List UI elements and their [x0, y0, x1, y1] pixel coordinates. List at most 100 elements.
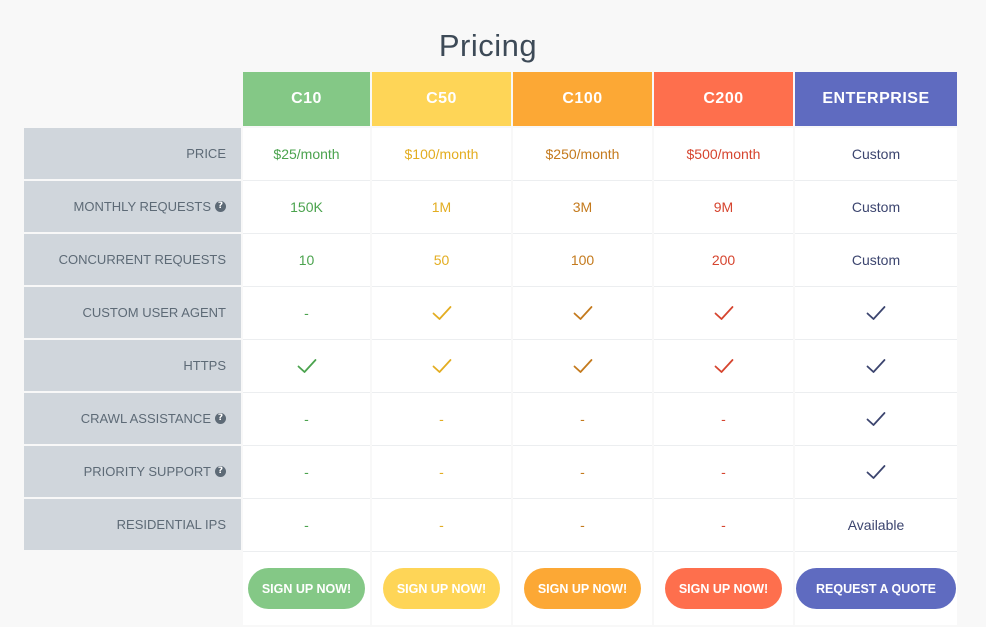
dash-text: -	[439, 464, 444, 480]
button-cell-c100: SIGN UP NOW!	[513, 552, 652, 625]
feature-value-c10: $25/month	[243, 128, 370, 181]
feature-label: CRAWL ASSISTANCE?	[24, 393, 241, 444]
pricing-table: C10 C50 C100 C200 ENTERPRISE PRICE $25/month $1…	[24, 72, 957, 625]
feature-value-c200: -	[654, 393, 793, 446]
feature-label: MONTHLY REQUESTS?	[24, 181, 241, 232]
feature-value-c50: $100/month	[372, 128, 511, 181]
button-cell-c10: SIGN UP NOW!	[243, 552, 370, 625]
check-icon	[432, 358, 452, 374]
dash-text: -	[721, 517, 726, 533]
feature-value-c100: 100	[513, 234, 652, 287]
value-text: $100/month	[404, 146, 479, 162]
check-icon	[866, 464, 886, 480]
plan-header-c200: C200	[654, 72, 793, 126]
check-icon	[866, 411, 886, 427]
value-text: 10	[298, 252, 315, 268]
button-cell-c50: SIGN UP NOW!	[372, 552, 511, 625]
feature-value-enterprise	[795, 393, 957, 446]
value-text: 150K	[290, 199, 323, 215]
plan-header-c50: C50	[372, 72, 511, 126]
button-cell-enterprise: REQUEST A QUOTE	[795, 552, 957, 625]
plan-header-c100: C100	[513, 72, 652, 126]
value-text: Custom	[851, 252, 901, 268]
check-icon	[297, 358, 317, 374]
check-icon	[573, 305, 593, 321]
feature-value-enterprise	[795, 446, 957, 499]
feature-label-text: HTTPS	[183, 358, 226, 373]
feature-label: CUSTOM USER AGENT	[24, 287, 241, 338]
value-text: 3M	[572, 199, 593, 215]
value-text: 200	[711, 252, 736, 268]
feature-value-c100	[513, 340, 652, 393]
feature-value-c100: -	[513, 393, 652, 446]
feature-value-enterprise: Custom	[795, 181, 957, 234]
feature-value-c200: -	[654, 499, 793, 552]
plan-header-c10: C10	[243, 72, 370, 126]
check-icon	[866, 305, 886, 321]
feature-value-c10	[243, 340, 370, 393]
value-text: 9M	[713, 199, 734, 215]
dash-text: -	[439, 517, 444, 533]
sign-up-button-c200[interactable]: SIGN UP NOW!	[664, 568, 783, 609]
feature-value-enterprise: Custom	[795, 128, 957, 181]
value-text: $25/month	[273, 146, 340, 162]
check-icon	[714, 358, 734, 374]
header-spacer	[24, 72, 241, 128]
feature-value-c200	[654, 287, 793, 340]
dash-text: -	[580, 464, 585, 480]
feature-label: CONCURRENT REQUESTS	[24, 234, 241, 285]
sign-up-button-c100[interactable]: SIGN UP NOW!	[523, 568, 642, 609]
check-icon	[866, 358, 886, 374]
feature-value-c50: 1M	[372, 181, 511, 234]
feature-value-c100: 3M	[513, 181, 652, 234]
feature-value-enterprise: Available	[795, 499, 957, 552]
feature-value-c10: 10	[243, 234, 370, 287]
feature-value-c50	[372, 340, 511, 393]
feature-label-text: MONTHLY REQUESTS	[73, 199, 211, 214]
feature-label-text: PRICE	[186, 146, 226, 161]
feature-value-c10: -	[243, 393, 370, 446]
feature-value-c100: -	[513, 446, 652, 499]
value-text: Available	[847, 517, 905, 533]
button-cell-c200: SIGN UP NOW!	[654, 552, 793, 625]
value-text: 50	[433, 252, 450, 268]
dash-text: -	[304, 464, 309, 480]
button-spacer	[24, 552, 241, 625]
check-icon	[573, 358, 593, 374]
feature-value-c100	[513, 287, 652, 340]
feature-value-c50: -	[372, 499, 511, 552]
feature-label: HTTPS	[24, 340, 241, 391]
request-quote-button[interactable]: REQUEST A QUOTE	[796, 568, 956, 609]
feature-label-text: PRIORITY SUPPORT	[83, 464, 211, 479]
feature-value-c50: 50	[372, 234, 511, 287]
feature-label-text: CUSTOM USER AGENT	[82, 305, 226, 320]
sign-up-button-c50[interactable]: SIGN UP NOW!	[382, 568, 501, 609]
help-icon[interactable]: ?	[215, 201, 226, 212]
value-text: $250/month	[545, 146, 620, 162]
feature-value-c50: -	[372, 393, 511, 446]
feature-value-c10: 150K	[243, 181, 370, 234]
feature-label-text: RESIDENTIAL IPS	[116, 517, 226, 532]
value-text: Custom	[851, 199, 901, 215]
help-icon[interactable]: ?	[215, 466, 226, 477]
sign-up-button-c10[interactable]: SIGN UP NOW!	[247, 568, 366, 609]
dash-text: -	[304, 305, 309, 321]
feature-value-c50: -	[372, 446, 511, 499]
feature-value-c10: -	[243, 499, 370, 552]
check-icon	[714, 305, 734, 321]
feature-value-c10: -	[243, 446, 370, 499]
dash-text: -	[580, 517, 585, 533]
feature-label-text: CONCURRENT REQUESTS	[58, 252, 226, 267]
help-icon[interactable]: ?	[215, 413, 226, 424]
dash-text: -	[580, 411, 585, 427]
feature-value-enterprise: Custom	[795, 234, 957, 287]
feature-value-c200	[654, 340, 793, 393]
value-text: 100	[570, 252, 595, 268]
value-text: 1M	[431, 199, 452, 215]
feature-value-c100: -	[513, 499, 652, 552]
feature-value-c50	[372, 287, 511, 340]
feature-value-c10: -	[243, 287, 370, 340]
check-icon	[432, 305, 452, 321]
feature-value-enterprise	[795, 340, 957, 393]
feature-value-c200: $500/month	[654, 128, 793, 181]
